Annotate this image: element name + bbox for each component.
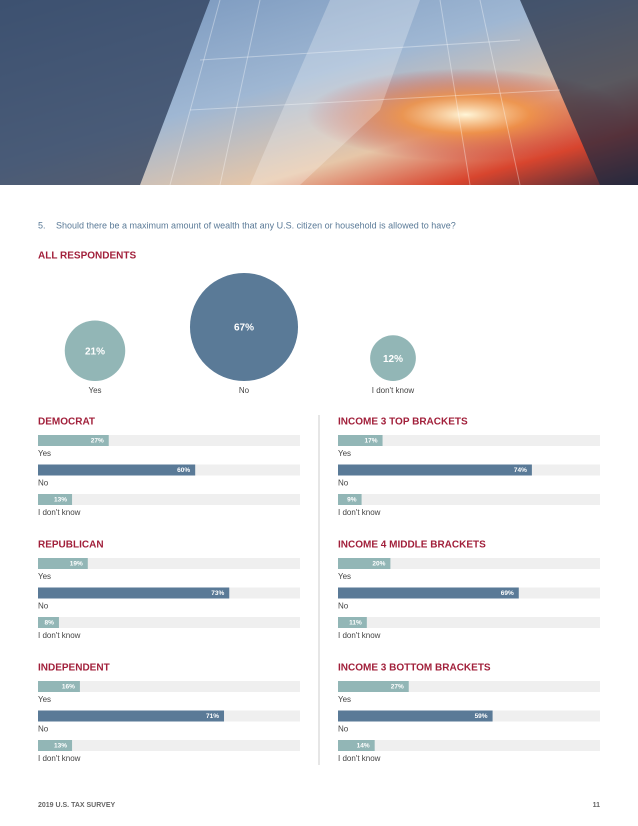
bar bbox=[38, 681, 80, 692]
bubble-label: 12% bbox=[383, 354, 403, 365]
category-label: Yes bbox=[38, 572, 51, 581]
bar-value: 27% bbox=[91, 438, 104, 445]
category-label: No bbox=[38, 725, 49, 734]
category-label: Yes bbox=[38, 695, 51, 704]
bar-value: 16% bbox=[62, 684, 75, 691]
bar bbox=[38, 494, 73, 505]
bar-track bbox=[338, 740, 600, 751]
bar bbox=[38, 710, 225, 722]
category-label: Yes bbox=[38, 449, 51, 458]
bar bbox=[338, 494, 362, 505]
bar-value: 69% bbox=[501, 590, 514, 597]
category-label: No bbox=[338, 602, 349, 611]
category-label: I don't know bbox=[372, 386, 415, 395]
bar-track bbox=[38, 494, 300, 505]
bar-value: 19% bbox=[70, 561, 83, 568]
bar-value: 13% bbox=[54, 743, 67, 750]
category-label: I don't know bbox=[38, 754, 81, 763]
bar-value: 27% bbox=[391, 684, 404, 691]
group-title: INDEPENDENT bbox=[38, 663, 110, 674]
bar-track bbox=[38, 617, 300, 628]
header-photo bbox=[0, 0, 638, 186]
category-label: No bbox=[38, 602, 49, 611]
bar bbox=[338, 435, 383, 446]
footer-left: 2019 U.S. TAX SURVEY bbox=[38, 802, 115, 809]
bar-track bbox=[338, 617, 600, 628]
bar-track bbox=[338, 681, 600, 692]
category-label: No bbox=[38, 479, 49, 488]
bar bbox=[38, 587, 230, 599]
bubble bbox=[370, 335, 416, 381]
bar-value: 74% bbox=[514, 467, 527, 474]
category-label: I don't know bbox=[338, 754, 381, 763]
group-title: INCOME 3 TOP BRACKETS bbox=[338, 417, 468, 428]
bar bbox=[38, 464, 196, 476]
group-title: INCOME 4 MIDDLE BRACKETS bbox=[338, 540, 486, 551]
bar-track bbox=[38, 435, 300, 446]
bar bbox=[338, 617, 367, 628]
bubble-label: 67% bbox=[234, 323, 254, 334]
bar-value: 8% bbox=[45, 620, 55, 627]
bar bbox=[38, 740, 73, 751]
bar bbox=[338, 740, 375, 751]
bar bbox=[338, 587, 519, 599]
category-label: No bbox=[338, 479, 349, 488]
bar-track bbox=[338, 558, 600, 569]
category-label: I don't know bbox=[38, 631, 81, 640]
category-label: Yes bbox=[338, 572, 351, 581]
group-title: DEMOCRAT bbox=[38, 417, 95, 428]
bar bbox=[338, 464, 532, 476]
bar-value: 14% bbox=[357, 743, 370, 750]
bar-track bbox=[38, 558, 300, 569]
question-number: 5. bbox=[38, 220, 46, 230]
page-number: 11 bbox=[593, 802, 601, 809]
bubble-label: 21% bbox=[85, 346, 105, 357]
bar bbox=[38, 435, 109, 446]
bar bbox=[338, 710, 493, 722]
bar-value: 11% bbox=[349, 620, 362, 627]
category-label: I don't know bbox=[38, 508, 81, 517]
bar-value: 20% bbox=[372, 561, 385, 568]
question-text: Should there be a maximum amount of weal… bbox=[56, 220, 456, 230]
category-label: I don't know bbox=[338, 508, 381, 517]
bar bbox=[338, 558, 391, 569]
section-title: ALL RESPONDENTS bbox=[38, 251, 136, 262]
bubble bbox=[64, 320, 126, 381]
bar-value: 59% bbox=[475, 713, 488, 720]
bar-value: 9% bbox=[347, 497, 357, 504]
bar-track bbox=[338, 435, 600, 446]
category-label: Yes bbox=[88, 386, 101, 395]
category-label: I don't know bbox=[338, 631, 381, 640]
category-label: Yes bbox=[338, 695, 351, 704]
bar bbox=[338, 681, 409, 692]
category-label: No bbox=[338, 725, 349, 734]
bar-value: 71% bbox=[206, 713, 219, 720]
bar-track bbox=[38, 681, 300, 692]
bar bbox=[38, 617, 59, 628]
bubble bbox=[189, 272, 299, 382]
group-title: INCOME 3 BOTTOM BRACKETS bbox=[338, 663, 491, 674]
bar-track bbox=[338, 494, 600, 505]
bar-value: 73% bbox=[211, 590, 224, 597]
group-title: REPUBLICAN bbox=[38, 540, 104, 551]
category-label: No bbox=[239, 386, 250, 395]
bar bbox=[38, 558, 88, 569]
bar-value: 60% bbox=[177, 467, 190, 474]
category-label: Yes bbox=[338, 449, 351, 458]
bar-track bbox=[38, 740, 300, 751]
bar-value: 17% bbox=[365, 438, 378, 445]
bar-value: 13% bbox=[54, 497, 67, 504]
